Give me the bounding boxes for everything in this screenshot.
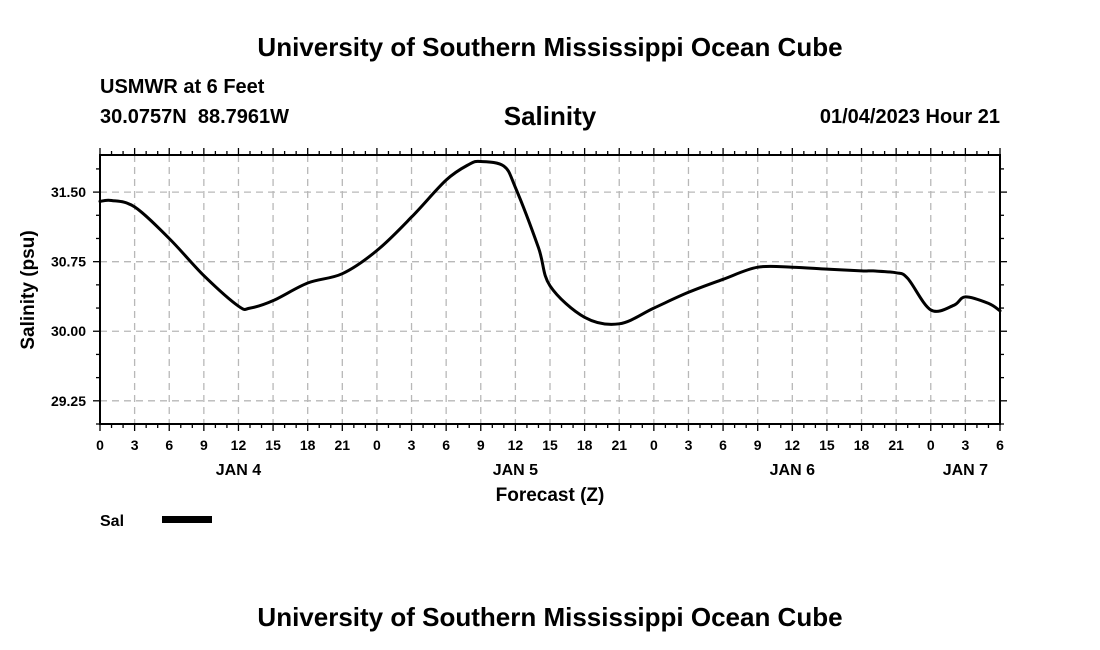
x-tick-label: 0 [96,437,104,453]
x-tick-label: 12 [231,437,247,453]
x-axis-label: Forecast (Z) [496,485,605,506]
x-tick-label: 18 [300,437,316,453]
station-name: USMWR at 6 Feet [100,76,265,98]
x-tick-label: 21 [888,437,904,453]
x-tick-label: 15 [542,437,558,453]
y-tick-label: 31.50 [51,184,86,200]
x-tick-label: 0 [927,437,935,453]
x-tick-label: 15 [265,437,281,453]
grid-layer [100,155,1000,424]
chart-title: University of Southern Mississippi Ocean… [257,32,843,62]
y-tick-label: 30.75 [51,254,86,270]
series-line-sal [98,159,1002,326]
ticks-layer: 29.25 30.00 30.75 31.50 0 3 6 9 12 15 18 21 0 3 6 9 12 15… [51,148,1007,479]
day-label: JAN 7 [943,462,988,479]
day-label: JAN 4 [216,462,261,479]
x-tick-label: 21 [335,437,351,453]
x-tick-label: 0 [373,437,381,453]
x-tick-label: 21 [611,437,627,453]
y-tick-label: 29.25 [51,393,86,409]
footer-title: University of Southern Mississippi Ocean… [257,602,843,632]
y-axis-label: Salinity (psu) [18,230,39,349]
x-tick-label: 12 [785,437,801,453]
variable-title: Salinity [503,101,597,131]
x-tick-label: 18 [854,437,870,453]
x-tick-label: 15 [819,437,835,453]
day-label: JAN 6 [770,462,815,479]
x-tick-label: 18 [577,437,593,453]
x-tick-label: 6 [165,437,173,453]
legend-label: Sal [100,513,124,530]
x-tick-label: 12 [508,437,524,453]
x-tick-label: 9 [754,437,762,453]
y-tick-label: 30.00 [51,323,86,339]
station-coordinates: 30.0757N 88.7961W [100,106,290,128]
x-tick-label: 9 [477,437,485,453]
day-label: JAN 5 [493,462,538,479]
issue-time: 01/04/2023 Hour 21 [819,106,1000,128]
x-tick-label: 3 [131,437,139,453]
x-tick-label: 6 [719,437,727,453]
legend-swatch [162,516,212,523]
x-tick-label: 6 [996,437,1004,453]
x-tick-label: 3 [961,437,969,453]
x-tick-label: 9 [200,437,208,453]
x-tick-label: 3 [408,437,416,453]
x-tick-label: 3 [685,437,693,453]
x-tick-label: 6 [442,437,450,453]
x-tick-label: 0 [650,437,658,453]
